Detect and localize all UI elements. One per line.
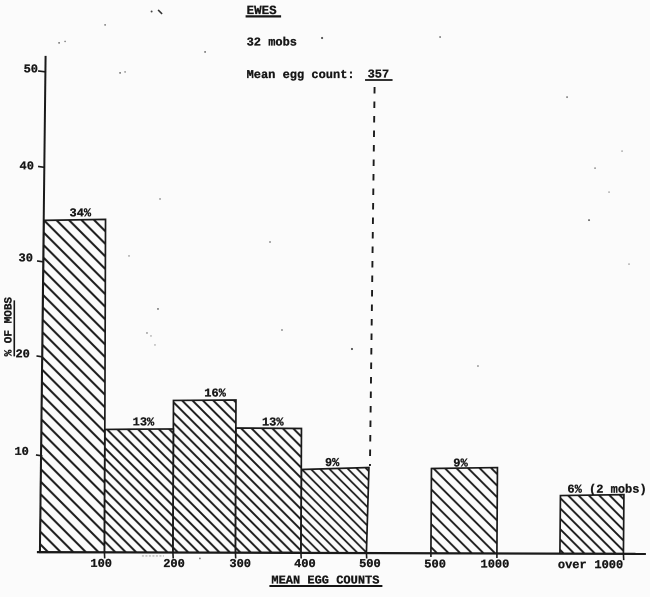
svg-text:500: 500: [359, 557, 381, 571]
svg-text:32 mobs: 32 mobs: [247, 35, 297, 49]
svg-text:30: 30: [19, 251, 33, 265]
svg-text:1000: 1000: [594, 558, 623, 572]
svg-text:100: 100: [90, 557, 112, 571]
svg-text:Mean egg count:: Mean egg count:: [247, 68, 355, 82]
svg-text:400: 400: [294, 557, 316, 571]
svg-text:6% (2 mobs): 6% (2 mobs): [567, 483, 646, 497]
svg-text:MEAN EGG COUNTS: MEAN EGG COUNTS: [271, 573, 379, 587]
svg-text:50: 50: [24, 62, 38, 76]
svg-text:9%: 9%: [453, 457, 468, 471]
svg-text:10: 10: [14, 445, 28, 459]
svg-text:300: 300: [229, 557, 251, 571]
svg-text:40: 40: [20, 159, 34, 173]
svg-text:16%: 16%: [204, 386, 226, 400]
svg-text:over: over: [558, 558, 587, 572]
svg-text:20: 20: [15, 347, 29, 361]
svg-text:1000: 1000: [481, 558, 510, 572]
svg-text:EWES: EWES: [247, 4, 278, 18]
svg-text:500: 500: [424, 558, 446, 572]
svg-text:13%: 13%: [262, 415, 284, 429]
svg-text:13%: 13%: [133, 415, 155, 429]
svg-text:9%: 9%: [325, 456, 340, 470]
svg-text:200: 200: [163, 557, 185, 571]
svg-text:357: 357: [368, 68, 390, 82]
svg-text:34%: 34%: [70, 206, 92, 220]
svg-text:% OF MOBS: % OF MOBS: [3, 297, 15, 357]
